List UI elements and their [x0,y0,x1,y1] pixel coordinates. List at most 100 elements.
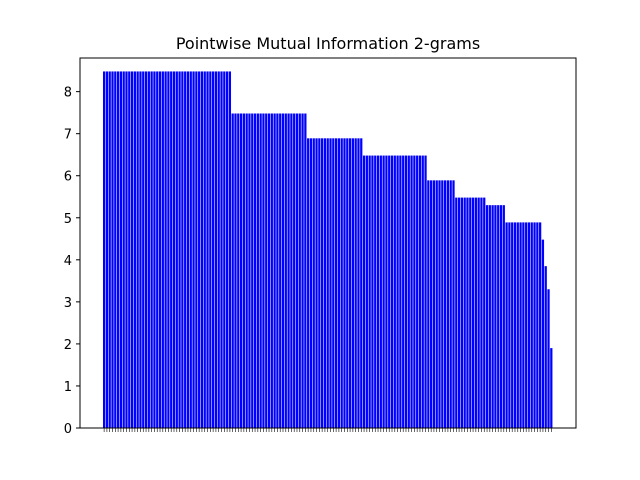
bar [164,71,167,428]
bar [455,197,458,428]
bar [533,222,536,428]
bar [346,138,349,428]
bar [374,155,377,429]
bar [460,197,463,428]
bar [421,155,424,429]
bar [256,113,259,428]
chart-title: Pointwise Mutual Information 2-grams [176,34,480,53]
bar [119,71,123,428]
bar [237,113,240,428]
bar [393,155,396,429]
bar [114,71,117,428]
bar [293,113,296,428]
bar [172,71,176,428]
bar [270,113,273,428]
bar [184,71,187,428]
bar [279,113,282,428]
bar [511,222,514,428]
bar [379,155,382,429]
bar [390,155,394,429]
bar [457,197,461,428]
bar [424,155,427,429]
bar [242,113,245,428]
bar [441,180,444,428]
bar [231,113,234,428]
bar [301,113,304,428]
bar [362,155,366,429]
bar [340,138,343,428]
bar [477,197,480,428]
bar [259,113,262,428]
bar [223,71,226,428]
bar [136,71,139,428]
bar [435,180,438,428]
bar [432,180,436,428]
bar [525,222,528,428]
bar [508,222,511,428]
bar [469,197,472,428]
bar [463,197,466,428]
bar [186,71,190,428]
bar [354,138,357,428]
bar [388,155,391,429]
bar [343,138,346,428]
bar [368,155,371,429]
bar [206,71,209,428]
x-axis [103,428,552,432]
bar [522,222,525,428]
bar [150,71,153,428]
bar [471,197,475,428]
bar [139,71,142,428]
bar [309,138,313,428]
bar [413,155,416,429]
bar [494,205,497,428]
bar [125,71,128,428]
bar [443,180,447,428]
bar [307,138,310,428]
bar [167,71,170,428]
bar [170,71,173,428]
bar [527,222,531,428]
y-tick-label: 0 [64,422,72,437]
bar [371,155,374,429]
bar [321,138,324,428]
bar [539,222,542,428]
bar [410,155,413,429]
bar [315,138,318,428]
bar [483,197,486,428]
bar [158,71,162,428]
bar [251,113,254,428]
bar [147,71,150,428]
bar [474,197,477,428]
bar [281,113,285,428]
bar [416,155,419,429]
bar [122,71,125,428]
y-tick-label: 4 [64,254,72,269]
bar [273,113,276,428]
bar [192,71,195,428]
bar [133,71,136,428]
bar [200,71,204,428]
bar [544,266,547,429]
bar [318,138,321,428]
bar [382,155,385,429]
plot-frame [79,57,577,429]
bar [189,71,192,428]
bar [376,155,380,429]
bar [351,138,354,428]
bar [276,113,279,428]
bar [290,113,293,428]
bars-group [103,71,553,429]
bar [161,71,164,428]
bar [337,138,341,428]
bar [332,138,335,428]
y-tick-label: 6 [64,170,72,185]
bar [220,71,223,428]
bar [144,71,148,428]
bar [209,71,212,428]
bar [228,71,232,428]
bar [427,180,430,428]
bar [295,113,299,428]
bar [262,113,265,428]
